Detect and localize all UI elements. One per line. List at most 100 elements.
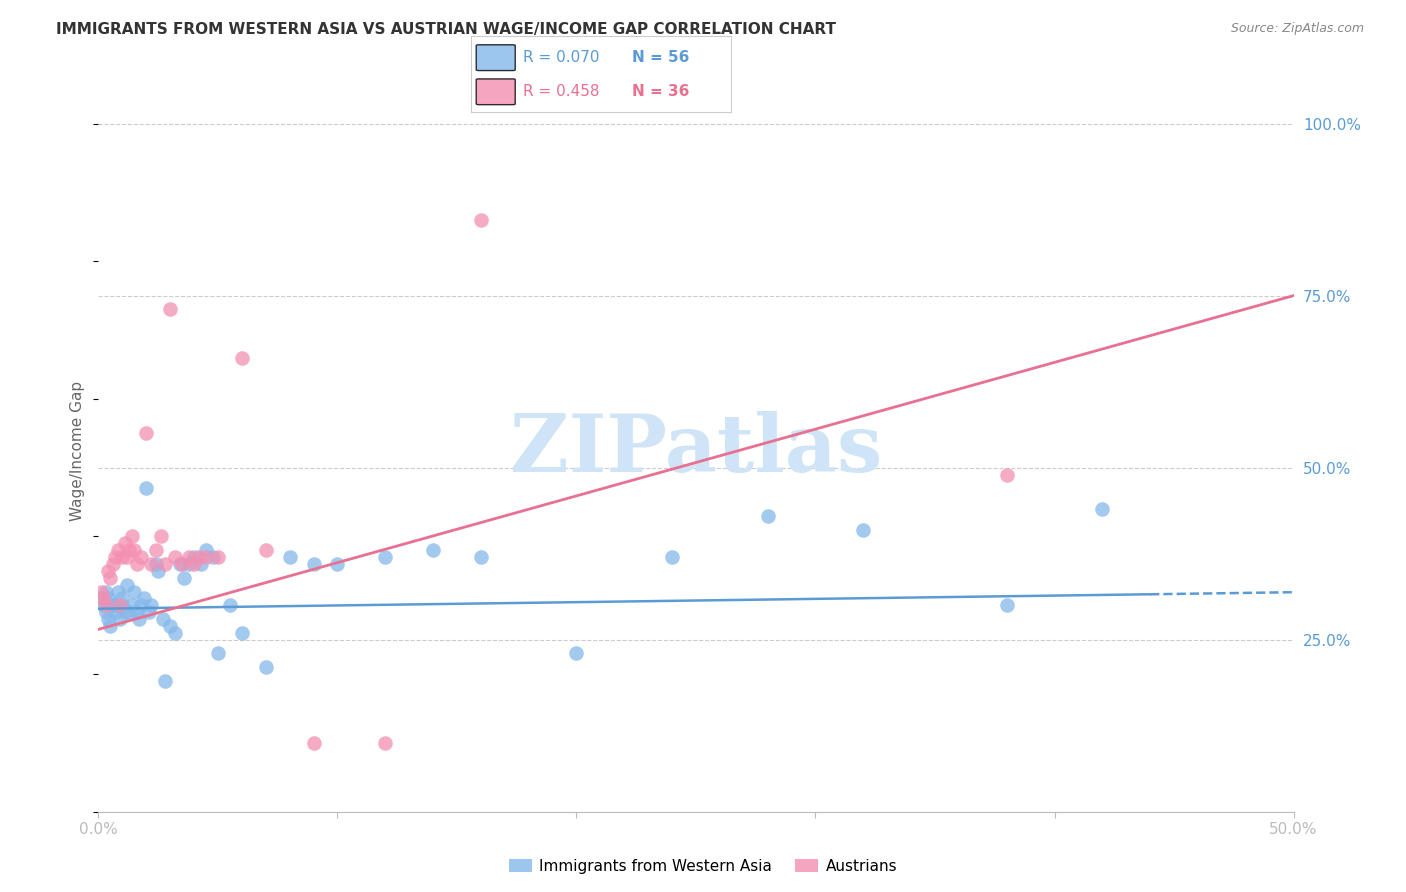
- Point: [104, 599, 127, 613]
- Text: R = 0.070: R = 0.070: [523, 50, 599, 65]
- Point: [159, 302, 181, 317]
- Point: [326, 557, 349, 571]
- Point: [101, 599, 124, 613]
- Point: [108, 612, 131, 626]
- Point: [104, 605, 127, 619]
- Point: [121, 529, 143, 543]
- Point: [169, 557, 191, 571]
- Point: [91, 591, 114, 606]
- Point: [135, 426, 157, 441]
- Point: [202, 550, 225, 565]
- Point: [422, 543, 444, 558]
- Point: [302, 557, 325, 571]
- Point: [114, 605, 136, 619]
- Point: [111, 599, 134, 613]
- Point: [179, 550, 201, 565]
- Legend: Immigrants from Western Asia, Austrians: Immigrants from Western Asia, Austrians: [502, 853, 904, 880]
- FancyBboxPatch shape: [477, 45, 515, 70]
- Point: [374, 736, 396, 750]
- Point: [138, 605, 160, 619]
- Point: [98, 599, 122, 613]
- Point: [131, 599, 153, 613]
- Point: [108, 599, 131, 613]
- Point: [149, 529, 172, 543]
- Point: [254, 543, 277, 558]
- Text: ZIPatlas: ZIPatlas: [510, 411, 882, 490]
- Point: [254, 660, 277, 674]
- Text: Source: ZipAtlas.com: Source: ZipAtlas.com: [1230, 22, 1364, 36]
- Point: [179, 557, 201, 571]
- Point: [101, 557, 124, 571]
- Point: [231, 625, 253, 640]
- Point: [152, 612, 174, 626]
- Point: [172, 557, 194, 571]
- Point: [114, 536, 136, 550]
- Point: [145, 543, 167, 558]
- Point: [132, 591, 155, 606]
- Point: [219, 599, 242, 613]
- Point: [190, 557, 212, 571]
- Point: [135, 481, 157, 495]
- Point: [90, 584, 112, 599]
- Point: [111, 550, 134, 565]
- Point: [187, 550, 209, 565]
- Text: N = 36: N = 36: [633, 84, 690, 99]
- Point: [94, 599, 117, 613]
- Point: [183, 550, 205, 565]
- Point: [98, 571, 122, 585]
- Point: [374, 550, 396, 565]
- Text: R = 0.458: R = 0.458: [523, 84, 599, 99]
- Point: [207, 647, 229, 661]
- Point: [1091, 502, 1114, 516]
- Point: [173, 571, 195, 585]
- Point: [124, 543, 146, 558]
- Point: [231, 351, 253, 365]
- Text: IMMIGRANTS FROM WESTERN ASIA VS AUSTRIAN WAGE/INCOME GAP CORRELATION CHART: IMMIGRANTS FROM WESTERN ASIA VS AUSTRIAN…: [56, 22, 837, 37]
- Point: [115, 550, 138, 565]
- Point: [565, 647, 588, 661]
- Point: [107, 584, 129, 599]
- Point: [139, 599, 162, 613]
- Point: [470, 213, 492, 227]
- Text: N = 56: N = 56: [633, 50, 690, 65]
- Point: [661, 550, 683, 565]
- Point: [183, 557, 205, 571]
- Point: [98, 619, 122, 633]
- Point: [195, 550, 218, 565]
- Point: [159, 619, 181, 633]
- Point: [118, 543, 141, 558]
- Point: [302, 736, 325, 750]
- Point: [470, 550, 492, 565]
- Point: [207, 550, 229, 565]
- Point: [124, 584, 146, 599]
- Point: [756, 508, 779, 523]
- Point: [995, 467, 1018, 482]
- FancyBboxPatch shape: [477, 78, 515, 104]
- Point: [852, 523, 875, 537]
- Point: [155, 673, 177, 688]
- Point: [115, 577, 138, 591]
- Point: [121, 599, 143, 613]
- Point: [145, 557, 167, 571]
- Point: [155, 557, 177, 571]
- Point: [97, 564, 120, 578]
- Point: [107, 543, 129, 558]
- Y-axis label: Wage/Income Gap: Wage/Income Gap: [70, 380, 86, 521]
- Point: [148, 564, 170, 578]
- Point: [125, 557, 148, 571]
- Point: [139, 557, 162, 571]
- Point: [97, 612, 120, 626]
- Point: [163, 550, 186, 565]
- Point: [131, 550, 153, 565]
- Point: [91, 599, 114, 613]
- Point: [278, 550, 301, 565]
- Point: [995, 599, 1018, 613]
- Point: [97, 591, 120, 606]
- Point: [94, 605, 117, 619]
- Point: [125, 605, 148, 619]
- Point: [118, 605, 141, 619]
- Point: [90, 591, 112, 606]
- Point: [195, 543, 218, 558]
- Point: [111, 591, 134, 606]
- Point: [104, 550, 127, 565]
